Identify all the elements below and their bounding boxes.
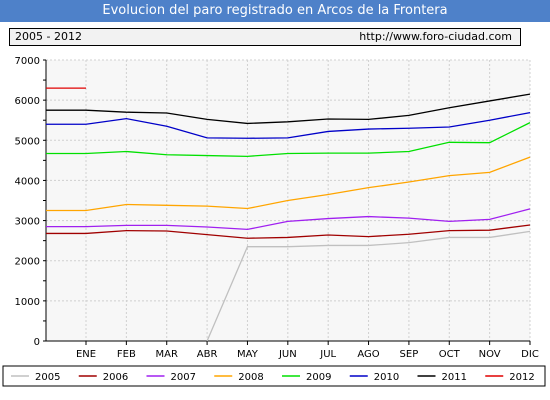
legend-box (2, 365, 546, 387)
legend-label-2012: 2012 (509, 372, 534, 383)
y-tick-label: 2000 (15, 257, 40, 268)
axes: 0 1000 2000 3000 4000 5000 6000 7000 ENE FEB MAR AB… (15, 56, 539, 360)
series-line-2005 (206, 230, 531, 342)
legend: 2005 2006 2007 2008 2009 2010 2011 2012 (2, 365, 546, 387)
y-tick-label: 6000 (15, 96, 40, 107)
legend-label-2007: 2007 (171, 372, 196, 383)
info-box: 2005 - 2012 http://www.foro-ciudad.com (9, 28, 521, 46)
x-tick-label: OCT (439, 349, 461, 360)
legend-label-2011: 2011 (442, 372, 467, 383)
series-line-2006 (46, 224, 531, 239)
x-tick-label: MAY (237, 349, 259, 360)
x-tick-label: MAR (156, 349, 178, 360)
y-tick-label: 4000 (15, 176, 40, 187)
y-tick-label: 0 (34, 337, 40, 348)
x-tick-label: SEP (400, 349, 419, 360)
x-tick-label: FEB (117, 349, 136, 360)
y-tick-label: 5000 (15, 136, 40, 147)
x-tick-label: ENE (76, 349, 96, 360)
y-tick-label: 7000 (15, 56, 40, 67)
series-line-2011 (46, 93, 531, 125)
chart-title: Evolucion del paro registrado en Arcos d… (0, 0, 550, 22)
legend-label-2009: 2009 (306, 372, 331, 383)
series-line-2009 (46, 122, 531, 157)
y-tick-label: 3000 (15, 217, 40, 228)
legend-label-2005: 2005 (35, 372, 60, 383)
x-tick-label: JUN (278, 349, 297, 360)
y-tick-label: 1000 (15, 297, 40, 308)
series-lines (46, 87, 531, 342)
x-tick-label: JUL (319, 349, 336, 360)
legend-label-2006: 2006 (103, 372, 128, 383)
series-line-2008 (46, 156, 531, 212)
site-url-label: http://www.foro-ciudad.com (359, 30, 512, 43)
x-tick-label: DIC (521, 349, 539, 360)
legend-label-2008: 2008 (238, 372, 263, 383)
year-range-label: 2005 - 2012 (15, 30, 82, 43)
series-line-2007 (46, 208, 531, 231)
x-tick-label: AGO (357, 349, 379, 360)
legend-label-2010: 2010 (374, 372, 399, 383)
x-tick-label: NOV (479, 349, 501, 360)
x-tick-label: ABR (197, 349, 218, 360)
series-line-2010 (46, 111, 531, 139)
